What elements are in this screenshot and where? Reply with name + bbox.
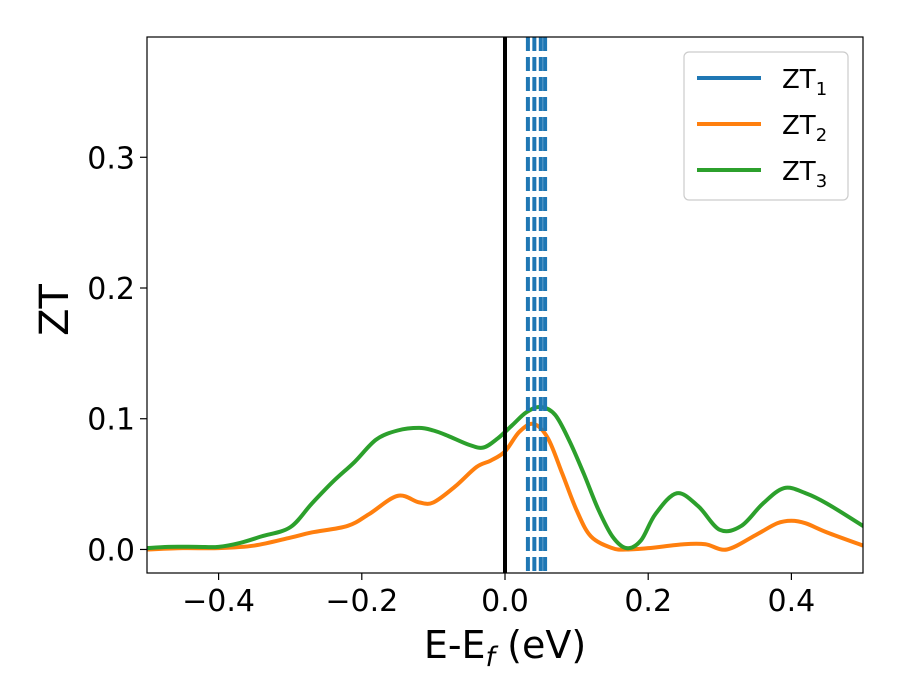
x-tick-label: −0.2 — [325, 584, 398, 619]
x-axis: −0.4 −0.2 0.0 0.2 0.4 — [182, 573, 815, 619]
legend-label-3: ZT3 — [782, 157, 827, 192]
plot-marks — [147, 37, 863, 573]
x-axis-label-unit: (eV) — [495, 623, 586, 667]
y-tick-label: 0.3 — [87, 141, 135, 176]
x-tick-label: 0.2 — [624, 584, 672, 619]
y-tick-label: 0.2 — [87, 272, 135, 307]
y-tick-label: 0.0 — [87, 533, 135, 568]
legend-box — [683, 51, 849, 201]
y-axis-label: ZT — [32, 284, 78, 336]
x-tick-label: 0.0 — [481, 584, 529, 619]
series-line-3 — [147, 404, 863, 551]
x-tick-label: −0.4 — [182, 584, 255, 619]
x-axis-label-main: E-E — [424, 623, 486, 667]
legend-label-2: ZT2 — [782, 111, 827, 146]
x-axis-label: E-Ef (eV) — [424, 623, 586, 673]
x-tick-label: 0.4 — [768, 584, 816, 619]
legend-label-1: ZT1 — [782, 65, 827, 100]
y-axis: 0.0 0.1 0.2 0.3 — [87, 141, 147, 568]
y-tick-label: 0.1 — [87, 403, 135, 438]
legend: ZT1 ZT2 ZT3 — [683, 51, 849, 201]
